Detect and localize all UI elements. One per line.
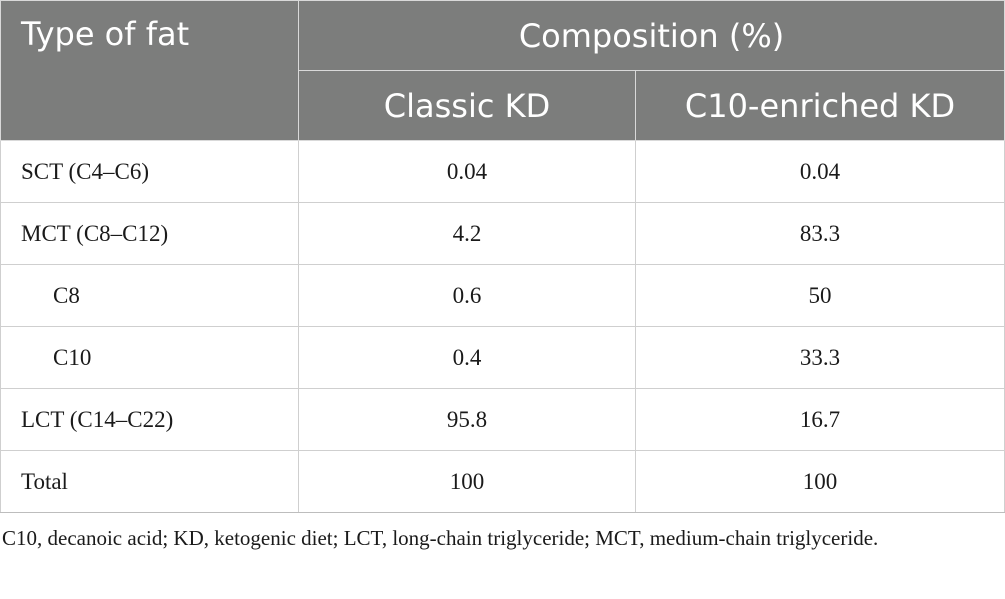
table-row: SCT (C4–C6) 0.04 0.04	[0, 140, 1005, 203]
c10-enriched-kd-value: 0.04	[634, 140, 1005, 203]
c10-enriched-kd-value: 33.3	[634, 326, 1005, 389]
composition-table-container: Type of fat Composition (%) Classic KD C…	[0, 0, 1005, 513]
classic-kd-value: 0.6	[298, 264, 636, 327]
table-row: LCT (C14–C22) 95.8 16.7	[0, 388, 1005, 451]
table-row-total: Total 100 100	[0, 450, 1005, 513]
c10-enriched-kd-value: 50	[634, 264, 1005, 327]
classic-kd-header: Classic KD	[298, 70, 636, 141]
table-row: C8 0.6 50	[0, 264, 1005, 327]
c10-enriched-kd-header: C10-enriched KD	[634, 70, 1005, 141]
c10-enriched-kd-value: 100	[634, 450, 1005, 513]
row-label: C10	[0, 326, 299, 389]
classic-kd-value: 95.8	[298, 388, 636, 451]
row-label: LCT (C14–C22)	[0, 388, 299, 451]
header-row-sub: Classic KD C10-enriched KD	[1, 70, 1005, 141]
table-body: SCT (C4–C6) 0.04 0.04 MCT (C8–C12) 4.2 8…	[0, 140, 1005, 513]
fat-composition-table: Type of fat Composition (%) Classic KD C…	[0, 0, 1005, 513]
classic-kd-value: 0.4	[298, 326, 636, 389]
header-row-top: Type of fat Composition (%)	[0, 0, 1005, 141]
c10-enriched-kd-value: 83.3	[634, 202, 1005, 265]
classic-kd-value: 0.04	[298, 140, 636, 203]
classic-kd-value: 4.2	[298, 202, 636, 265]
composition-header: Composition (%)	[297, 0, 1005, 71]
table-footnote: C10, decanoic acid; KD, ketogenic diet; …	[2, 526, 879, 550]
row-label: MCT (C8–C12)	[0, 202, 299, 265]
row-label: Total	[0, 450, 299, 513]
table-row: C10 0.4 33.3	[0, 326, 1005, 389]
c10-enriched-kd-value: 16.7	[634, 388, 1005, 451]
type-of-fat-header: Type of fat	[0, 0, 299, 141]
table-header: Type of fat Composition (%) Classic KD C…	[0, 0, 1005, 141]
row-label: SCT (C4–C6)	[0, 140, 299, 203]
row-label: C8	[0, 264, 299, 327]
classic-kd-value: 100	[298, 450, 636, 513]
table-row: MCT (C8–C12) 4.2 83.3	[0, 202, 1005, 265]
